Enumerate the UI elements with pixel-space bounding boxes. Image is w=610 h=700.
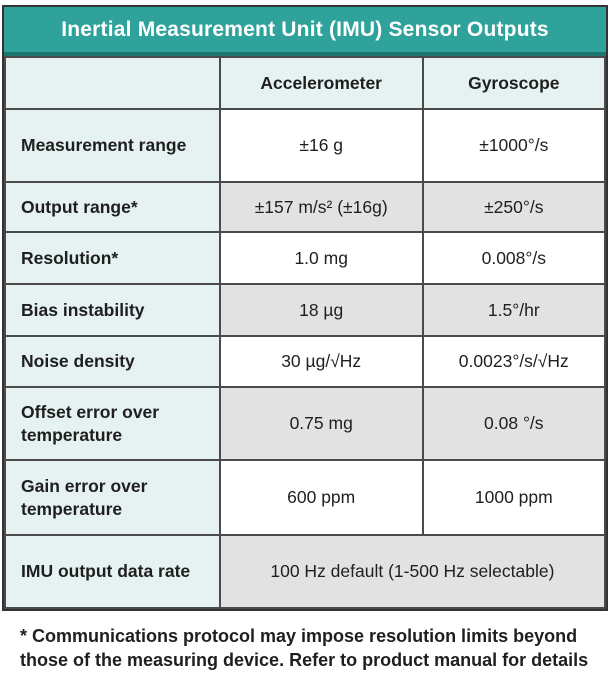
column-header-row: Accelerometer Gyroscope bbox=[4, 56, 607, 110]
row-label-noise-density: Noise density bbox=[4, 335, 221, 388]
table-row: Offset error over temperature 0.75 mg 0.… bbox=[4, 386, 607, 461]
row-label-measurement-range: Measurement range bbox=[4, 108, 221, 183]
column-header-gyroscope: Gyroscope bbox=[421, 56, 607, 110]
footnote: * Communications protocol may impose res… bbox=[20, 626, 589, 671]
table-row: Measurement range ±16 g ±1000°/s bbox=[4, 108, 607, 183]
table-row: Noise density 30 µg/√Hz 0.0023°/s/√Hz bbox=[4, 335, 607, 388]
cell-output-range-accelerometer: ±157 m/s² (±16g) bbox=[218, 181, 424, 233]
imu-spec-table: Accelerometer Gyroscope Measurement rang… bbox=[4, 56, 607, 609]
cell-bias-instability-gyroscope: 1.5°/hr bbox=[421, 283, 607, 337]
table-row: Output range* ±157 m/s² (±16g) ±250°/s bbox=[4, 181, 607, 233]
row-label-resolution: Resolution* bbox=[4, 231, 221, 285]
table-row: IMU output data rate 100 Hz default (1-5… bbox=[4, 534, 607, 609]
table-title-bar: Inertial Measurement Unit (IMU) Sensor O… bbox=[4, 7, 606, 56]
column-header-accelerometer: Accelerometer bbox=[218, 56, 424, 110]
row-label-bias-instability: Bias instability bbox=[4, 283, 221, 337]
row-label-output-range: Output range* bbox=[4, 181, 221, 233]
cell-measurement-range-gyroscope: ±1000°/s bbox=[421, 108, 607, 183]
cell-resolution-accelerometer: 1.0 mg bbox=[218, 231, 424, 285]
cell-resolution-gyroscope: 0.008°/s bbox=[421, 231, 607, 285]
cell-offset-error-gyroscope: 0.08 °/s bbox=[421, 386, 607, 461]
row-label-offset-error: Offset error over temperature bbox=[4, 386, 221, 461]
imu-spec-figure: Inertial Measurement Unit (IMU) Sensor O… bbox=[2, 5, 608, 671]
imu-spec-table-box: Inertial Measurement Unit (IMU) Sensor O… bbox=[2, 5, 608, 611]
cell-noise-density-gyroscope: 0.0023°/s/√Hz bbox=[421, 335, 607, 388]
table-row: Resolution* 1.0 mg 0.008°/s bbox=[4, 231, 607, 285]
cell-bias-instability-accelerometer: 18 µg bbox=[218, 283, 424, 337]
corner-header-cell bbox=[4, 56, 221, 110]
row-label-imu-output-data-rate: IMU output data rate bbox=[4, 534, 221, 609]
row-label-gain-error: Gain error over temperature bbox=[4, 459, 221, 536]
cell-output-range-gyroscope: ±250°/s bbox=[421, 181, 607, 233]
cell-gain-error-accelerometer: 600 ppm bbox=[218, 459, 424, 536]
cell-imu-output-data-rate: 100 Hz default (1-500 Hz selectable) bbox=[218, 534, 607, 609]
table-row: Gain error over temperature 600 ppm 1000… bbox=[4, 459, 607, 536]
table-row: Bias instability 18 µg 1.5°/hr bbox=[4, 283, 607, 337]
cell-measurement-range-accelerometer: ±16 g bbox=[218, 108, 424, 183]
cell-offset-error-accelerometer: 0.75 mg bbox=[218, 386, 424, 461]
cell-noise-density-accelerometer: 30 µg/√Hz bbox=[218, 335, 424, 388]
table-title: Inertial Measurement Unit (IMU) Sensor O… bbox=[61, 17, 549, 41]
cell-gain-error-gyroscope: 1000 ppm bbox=[421, 459, 607, 536]
